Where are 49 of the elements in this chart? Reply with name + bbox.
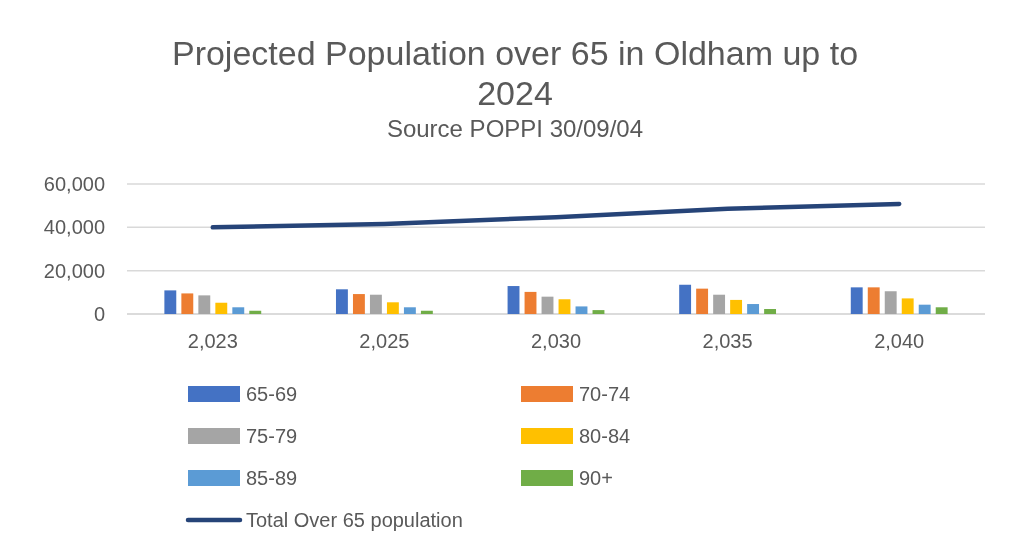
line-series bbox=[210, 201, 902, 230]
x-tick-label: 2,030 bbox=[530, 330, 582, 352]
bar bbox=[935, 307, 948, 314]
legend-label: Total Over 65 population bbox=[246, 509, 463, 531]
bar bbox=[215, 302, 228, 314]
bar bbox=[420, 310, 433, 314]
bar bbox=[232, 307, 245, 314]
bar bbox=[524, 291, 537, 314]
bar bbox=[884, 291, 897, 314]
legend-label: 65-69 bbox=[246, 383, 298, 405]
legend-label: 70-74 bbox=[579, 383, 631, 405]
bar bbox=[249, 310, 262, 314]
bar bbox=[403, 307, 416, 314]
bar bbox=[181, 293, 194, 314]
y-tick-label: 60,000 bbox=[43, 173, 105, 195]
bar bbox=[850, 287, 863, 314]
bar bbox=[558, 299, 571, 314]
bar bbox=[369, 294, 382, 314]
legend-label: 85-89 bbox=[246, 467, 298, 489]
bar bbox=[575, 306, 588, 314]
bar bbox=[335, 289, 348, 314]
bar bbox=[386, 302, 399, 314]
bar bbox=[164, 290, 177, 314]
x-tick-label: 2,025 bbox=[359, 330, 410, 352]
bar bbox=[918, 304, 931, 314]
bar bbox=[867, 287, 880, 314]
bar bbox=[507, 286, 520, 314]
x-tick-label: 2,023 bbox=[187, 330, 238, 352]
bar bbox=[352, 294, 365, 314]
bar bbox=[696, 288, 709, 314]
x-tick-label: 2,035 bbox=[702, 330, 753, 352]
y-tick-label: 0 bbox=[93, 303, 105, 325]
bar bbox=[679, 284, 692, 314]
bar bbox=[713, 294, 726, 314]
bar bbox=[592, 310, 605, 314]
bar bbox=[730, 299, 743, 314]
chart-subtitle: Source POPPI 30/09/04 bbox=[386, 115, 644, 142]
legend-label: 90+ bbox=[579, 467, 613, 489]
legend-label: 75-79 bbox=[246, 425, 298, 447]
bar bbox=[198, 295, 211, 314]
y-tick-label: 20,000 bbox=[43, 259, 105, 282]
y-tick-label: 40,000 bbox=[43, 216, 105, 239]
chart-title: Projected Population over 65 in Oldham up to 2024 bbox=[171, 34, 859, 112]
x-tick-label: 2,040 bbox=[874, 330, 925, 352]
legend-label: 80-84 bbox=[579, 425, 631, 447]
bar bbox=[901, 298, 914, 314]
bar bbox=[541, 296, 554, 314]
bar bbox=[747, 304, 760, 314]
bar bbox=[764, 309, 777, 314]
